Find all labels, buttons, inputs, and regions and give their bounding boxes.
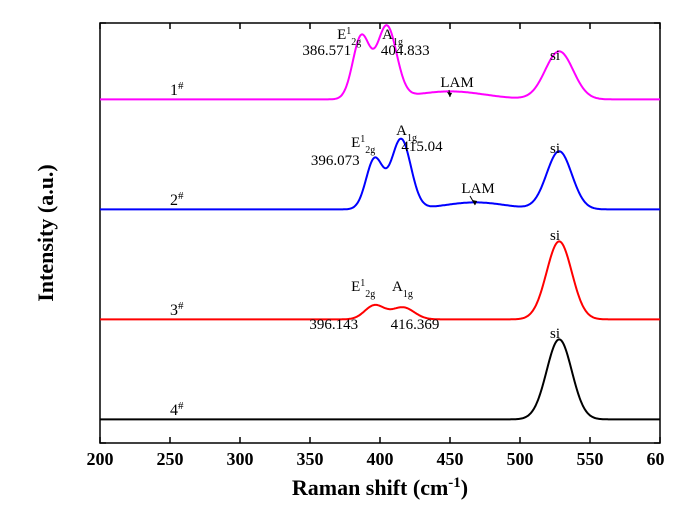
series-label-s3: 3#	[170, 300, 184, 319]
peak-annotation: 404.833	[381, 43, 430, 59]
x-tick-label: 450	[437, 449, 464, 469]
peak-annotation: 396.073	[311, 153, 360, 169]
x-tick-label: 250	[157, 449, 184, 469]
x-axis-label: Raman shift (cm-1)	[292, 475, 468, 500]
spectrum-s1	[100, 25, 660, 99]
spectrum-s3	[100, 241, 660, 319]
series-label-s4: 4#	[170, 400, 184, 419]
x-tick-label: 500	[507, 449, 534, 469]
spectrum-s4	[100, 339, 660, 419]
peak-annotation: LAM	[440, 75, 473, 91]
spectrum-s2	[100, 139, 660, 210]
x-tick-label: 400	[367, 449, 394, 469]
peak-annotation: si	[550, 228, 560, 244]
peak-annotation: 386.571	[302, 43, 351, 59]
peak-annotation: A1g	[392, 279, 413, 300]
peak-annotation: 416.369	[391, 317, 440, 333]
series-label-s2: 2#	[170, 190, 184, 209]
x-tick-label: 200	[87, 449, 114, 469]
peak-annotation: E12g	[351, 278, 375, 300]
x-tick-label: 600	[647, 449, 666, 469]
x-tick-label: 350	[297, 449, 324, 469]
series-label-s1: 1#	[170, 80, 184, 99]
peak-annotation: si	[550, 48, 560, 64]
peak-annotation: LAM	[461, 181, 494, 197]
x-tick-label: 550	[577, 449, 604, 469]
peak-annotation: si	[550, 141, 560, 157]
y-axis-label: Intensity (a.u.)	[33, 164, 58, 302]
peak-annotation: si	[550, 326, 560, 342]
x-tick-label: 300	[227, 449, 254, 469]
plot-border	[100, 23, 660, 443]
peak-annotation: 415.04	[401, 139, 443, 155]
peak-annotation: 396.143	[309, 317, 358, 333]
raman-chart: 200 250 300 350 400 450 500 550 600 1# E12g 386.571…	[25, 15, 665, 505]
